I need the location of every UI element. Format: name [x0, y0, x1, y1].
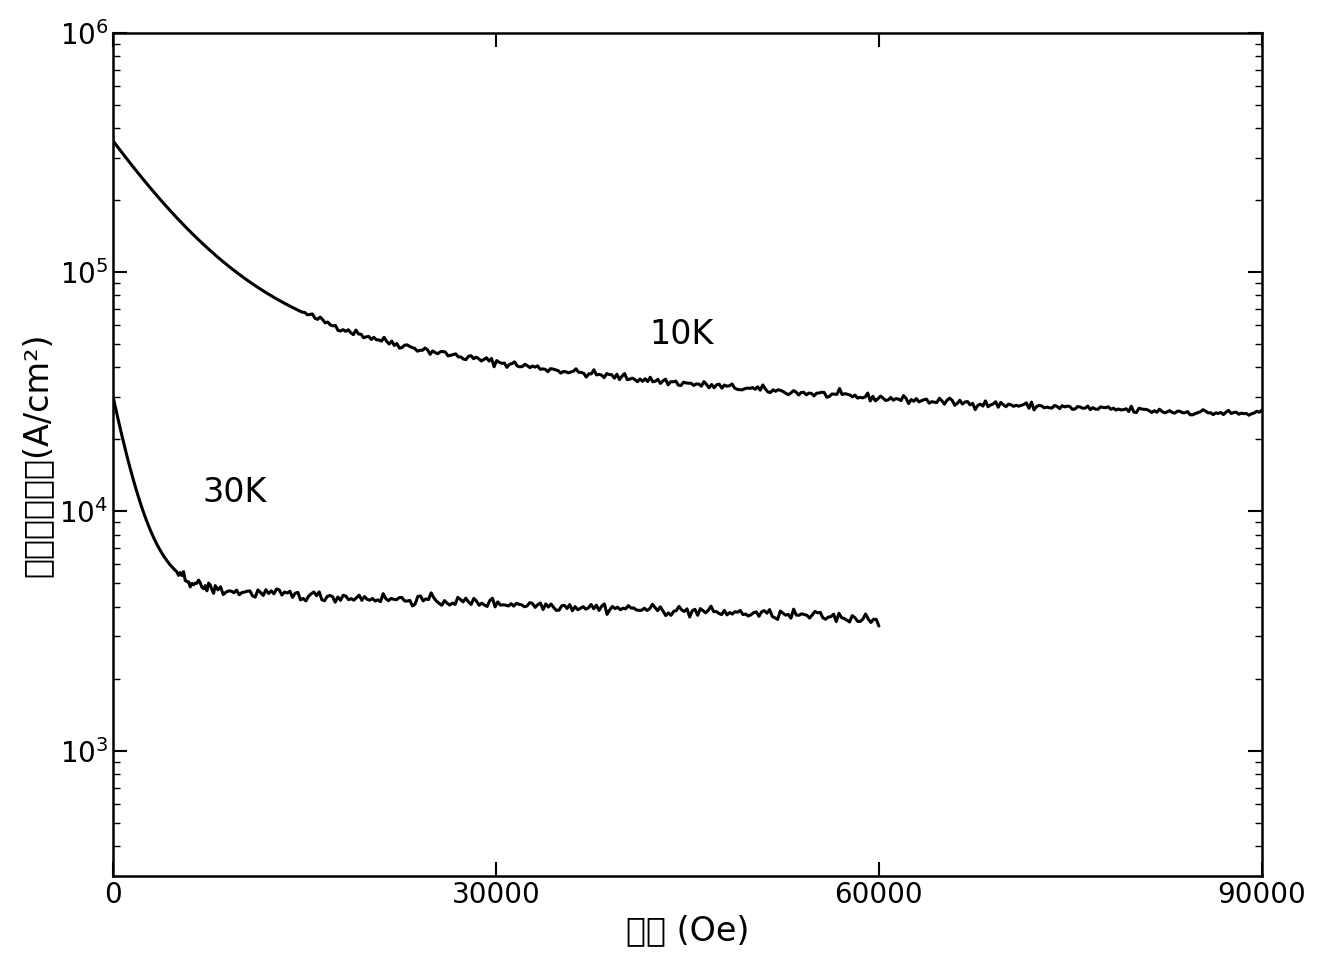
Text: 30K: 30K — [203, 476, 267, 509]
Y-axis label: 临界电流密度(A/cm²): 临界电流密度(A/cm²) — [21, 332, 54, 577]
Text: 10K: 10K — [649, 318, 714, 350]
X-axis label: 磁场 (Oe): 磁场 (Oe) — [626, 914, 750, 947]
